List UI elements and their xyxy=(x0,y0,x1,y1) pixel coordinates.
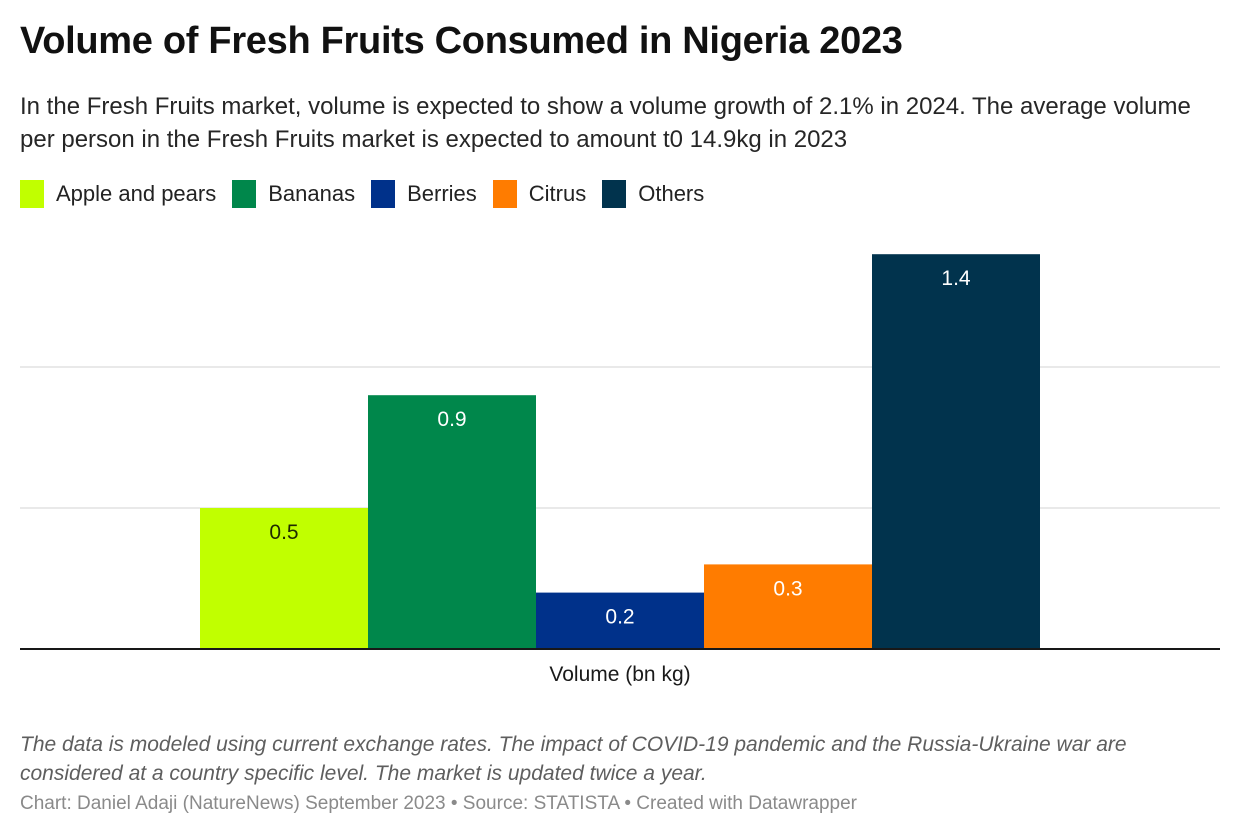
legend-label: Berries xyxy=(407,181,477,206)
legend-swatch xyxy=(371,180,396,208)
chart-byline: Chart: Daniel Adaji (NatureNews) Septemb… xyxy=(20,793,858,814)
legend-label: Bananas xyxy=(268,181,356,206)
data-labels: 0.5 0.9 0.2 0.3 1.4 xyxy=(269,267,971,628)
legend-swatch xyxy=(602,180,627,208)
legend-label: Citrus xyxy=(528,181,587,206)
legend-item-citrus: Citrus xyxy=(492,180,587,208)
data-label: 0.5 xyxy=(269,521,298,544)
data-label: 1.4 xyxy=(941,267,971,290)
bar-apple-and-pears xyxy=(200,508,368,649)
bar-bananas xyxy=(368,395,536,649)
legend-label: Apple and pears xyxy=(56,181,217,206)
bars xyxy=(200,254,1040,649)
x-axis-label: Volume (bn kg) xyxy=(549,663,690,686)
legend-swatch xyxy=(492,180,517,208)
chart-subtitle: In the Fresh Fruits market, volume is ex… xyxy=(20,93,1191,153)
legend-item-bananas: Bananas xyxy=(232,180,355,208)
data-label: 0.9 xyxy=(437,408,466,431)
chart-title: Volume of Fresh Fruits Consumed in Niger… xyxy=(20,20,903,62)
legend-label: Others xyxy=(638,181,705,206)
data-label: 0.2 xyxy=(605,606,634,629)
legend-item-berries: Berries xyxy=(371,180,477,208)
legend-item-others: Others xyxy=(602,180,704,208)
chart-notes: The data is modeled using current exchan… xyxy=(20,733,1127,785)
legend: Apple and pears Bananas Berries Citrus O… xyxy=(20,180,720,208)
legend-swatch xyxy=(20,180,44,208)
data-label: 0.3 xyxy=(773,577,802,600)
bar-citrus xyxy=(704,564,872,649)
legend-swatch xyxy=(232,180,257,208)
bar-others xyxy=(872,254,1040,649)
bar-berries xyxy=(536,592,704,649)
legend-item-apple-and-pears: Apple and pears xyxy=(20,180,216,208)
